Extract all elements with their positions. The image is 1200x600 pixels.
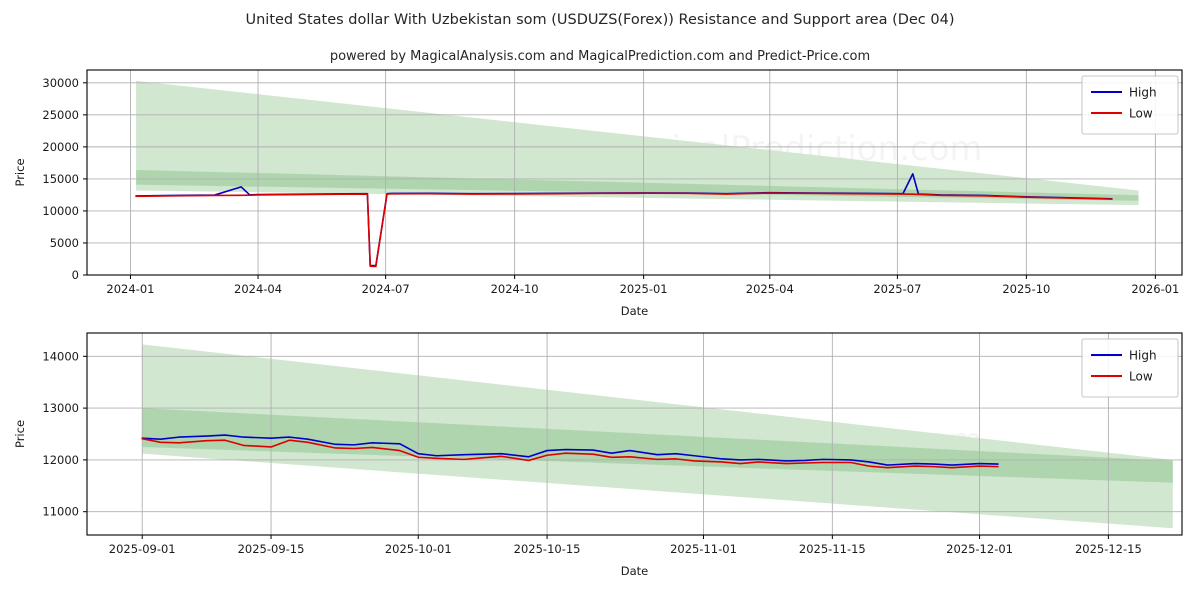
- x-axis-tick-label: 2025-07: [873, 282, 921, 296]
- y-axis-tick-label: 14000: [42, 349, 79, 363]
- legend: High Low: [1081, 338, 1179, 398]
- y-axis-tick-label: 0: [72, 268, 79, 282]
- plot-border: [86, 69, 1183, 276]
- series-line-high: [141, 434, 999, 466]
- detail-chart-panel: MagicalAnalysis.comMagicalPrediction.com…: [13, 332, 1183, 578]
- outer-band-area: [142, 344, 1173, 529]
- overview-chart-panel: MagicalAnalysis.com MagicalPrediction.com…: [13, 69, 1183, 318]
- y-axis-tick-label: 25000: [42, 108, 79, 122]
- y-axis-tick-label: 12000: [42, 453, 79, 467]
- legend: High Low: [1081, 75, 1179, 135]
- x-axis-tick-label: 2025-12-01: [946, 542, 1013, 556]
- x-axis-label: Date: [621, 304, 649, 318]
- series-group: [135, 172, 1113, 268]
- x-axis-tick-label: 2024-10: [491, 282, 539, 296]
- x-axis-tick-label: 2024-07: [362, 282, 410, 296]
- x-axis-tick-label: 2025-10-01: [385, 542, 452, 556]
- gridlines: [87, 333, 1182, 535]
- y-axis-tick-label: 11000: [42, 505, 79, 519]
- x-axis-tick-label: 2024-04: [234, 282, 282, 296]
- legend-label-low: Low: [1129, 370, 1153, 384]
- y-axis-tick-label: 20000: [42, 140, 79, 154]
- x-axis-tick-label: 2025-09-15: [238, 542, 305, 556]
- series-line-low: [141, 437, 999, 469]
- y-axis-tick-label: 15000: [42, 172, 79, 186]
- x-axis-tick-label: 2025-04: [746, 282, 794, 296]
- page-title: United States dollar With Uzbekistan som…: [245, 12, 954, 28]
- x-axis-tick-label: 2025-10: [1002, 282, 1050, 296]
- x-axis-tick-label: 2025-12-15: [1075, 542, 1142, 556]
- outer-band-area: [136, 80, 1139, 206]
- legend-box: [1081, 75, 1179, 135]
- x-axis-tick-label: 2025-10-15: [514, 542, 581, 556]
- x-axis-tick-label: 2025-01: [620, 282, 668, 296]
- y-axis-label: Price: [13, 158, 27, 186]
- y-axis-tick-label: 5000: [50, 236, 79, 250]
- watermark-text: MagicalAnalysis.com: [150, 269, 504, 309]
- y-axis-tick-label: 13000: [42, 401, 79, 415]
- y-axis-tick-label: 30000: [42, 76, 79, 90]
- x-axis-tick-label: 2024-01: [106, 282, 154, 296]
- x-axis-tick-label: 2025-11-01: [670, 542, 737, 556]
- x-axis-label: Date: [621, 564, 649, 578]
- watermark-text: MagicalPrediction.com: [600, 269, 983, 309]
- x-axis-tick-label: 2025-09-01: [109, 542, 176, 556]
- y-axis-label: Price: [13, 420, 27, 448]
- legend-label-high: High: [1129, 86, 1157, 100]
- y-axis-tick-label: 10000: [42, 204, 79, 218]
- legend-box: [1081, 338, 1179, 398]
- plot-border: [86, 332, 1183, 536]
- series-group: [141, 434, 999, 469]
- legend-label-low: Low: [1129, 107, 1153, 121]
- page-subtitle: powered by MagicalAnalysis.com and Magic…: [330, 49, 870, 64]
- series-line-low: [135, 192, 1113, 268]
- x-axis-tick-label: 2025-11-15: [799, 542, 866, 556]
- x-axis-tick-label: 2026-01: [1131, 282, 1179, 296]
- legend-label-high: High: [1129, 349, 1157, 363]
